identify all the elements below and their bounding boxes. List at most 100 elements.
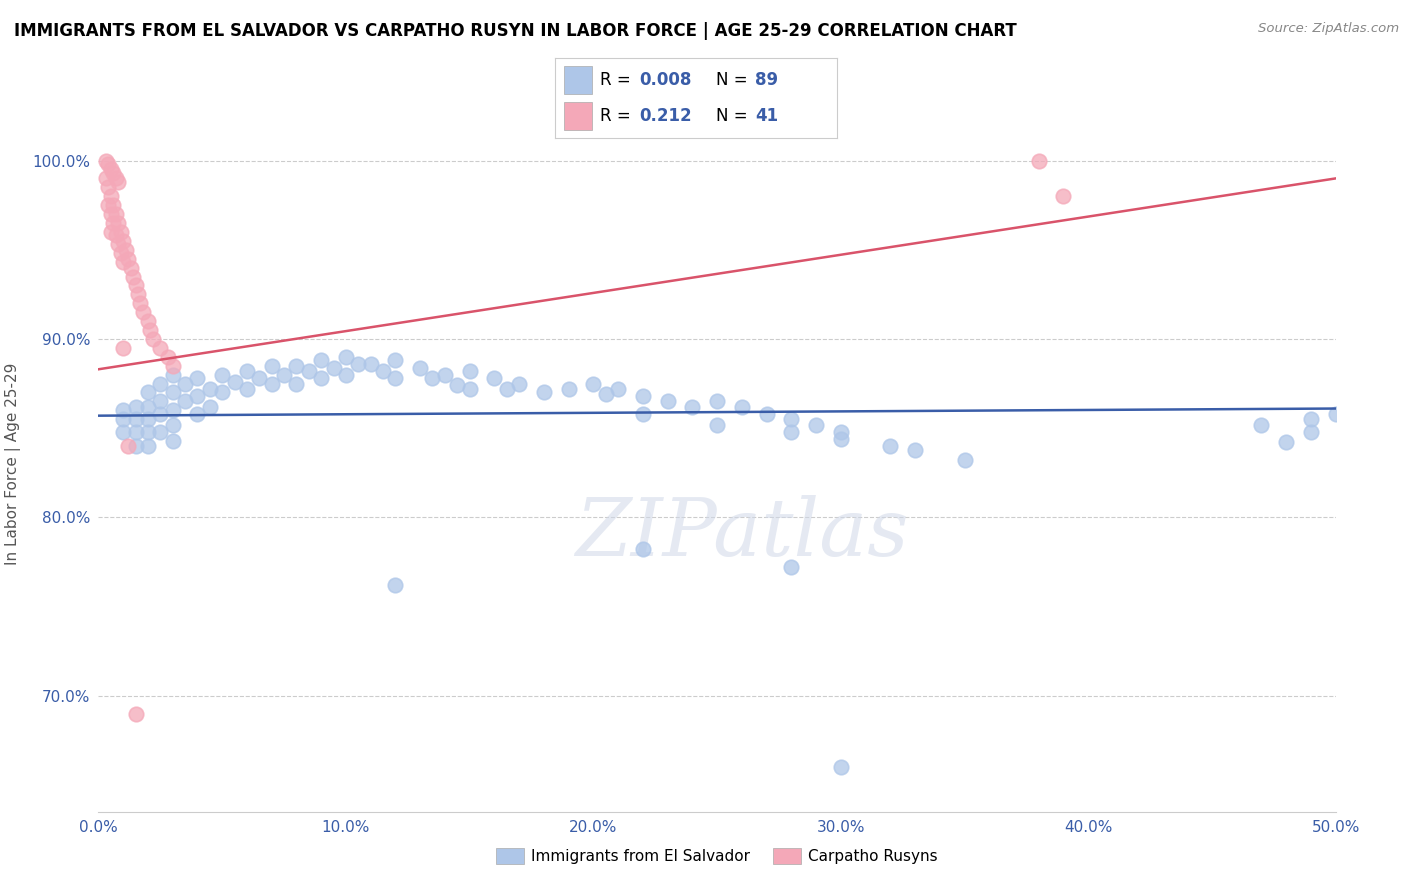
Text: Source: ZipAtlas.com: Source: ZipAtlas.com <box>1258 22 1399 36</box>
Point <box>198 382 221 396</box>
Point <box>97 198 120 212</box>
Point <box>124 439 146 453</box>
Point <box>97 157 120 171</box>
Point <box>142 332 165 346</box>
Point <box>780 560 803 574</box>
Point <box>110 225 132 239</box>
Point <box>298 364 321 378</box>
Point <box>1324 407 1347 421</box>
Point <box>830 760 852 774</box>
Point <box>384 371 406 385</box>
Point <box>94 153 117 168</box>
Point <box>103 166 125 180</box>
Point <box>112 412 135 426</box>
Point <box>731 400 754 414</box>
Point <box>247 371 270 385</box>
Point <box>595 387 617 401</box>
Text: 0.008: 0.008 <box>640 71 692 89</box>
Point <box>174 394 197 409</box>
Point <box>162 359 184 373</box>
Point <box>582 376 605 391</box>
Text: N =: N = <box>716 107 747 125</box>
Point <box>97 180 120 194</box>
Point <box>136 439 159 453</box>
Point <box>211 385 233 400</box>
Point <box>236 382 259 396</box>
Point <box>117 439 139 453</box>
Point <box>120 260 142 275</box>
Point <box>149 394 172 409</box>
Point <box>484 371 506 385</box>
Point <box>162 434 184 448</box>
Point <box>149 341 172 355</box>
Point <box>186 389 208 403</box>
Point <box>162 368 184 382</box>
Point <box>100 225 122 239</box>
Point <box>458 364 481 378</box>
Point <box>384 578 406 592</box>
Point <box>335 368 357 382</box>
Point <box>706 417 728 432</box>
Point <box>129 296 152 310</box>
Point <box>631 542 654 557</box>
Point <box>136 385 159 400</box>
Point <box>631 407 654 421</box>
Point <box>706 394 728 409</box>
Point <box>104 228 127 243</box>
Point <box>384 353 406 368</box>
Point <box>104 171 127 186</box>
Point <box>830 425 852 439</box>
Point <box>953 453 976 467</box>
Point <box>224 375 246 389</box>
Point <box>1299 412 1322 426</box>
Point <box>879 439 901 453</box>
Point <box>557 382 579 396</box>
Point <box>136 425 159 439</box>
Point <box>112 255 135 269</box>
Point <box>508 376 530 391</box>
Point <box>260 376 283 391</box>
Text: 0.212: 0.212 <box>640 107 692 125</box>
Text: R =: R = <box>600 107 631 125</box>
Point <box>211 368 233 382</box>
Point <box>347 357 370 371</box>
Point <box>309 371 332 385</box>
Bar <box>564 66 592 95</box>
Point <box>127 287 149 301</box>
Point <box>285 376 308 391</box>
Point <box>124 412 146 426</box>
Point <box>285 359 308 373</box>
Point <box>104 207 127 221</box>
Point <box>156 350 179 364</box>
Point <box>132 305 155 319</box>
Point <box>755 407 778 421</box>
Point <box>112 425 135 439</box>
Point <box>117 252 139 266</box>
Point <box>1028 153 1050 168</box>
Point <box>198 400 221 414</box>
Point <box>107 216 129 230</box>
Point <box>107 175 129 189</box>
Point <box>124 425 146 439</box>
Point <box>533 385 555 400</box>
Text: IMMIGRANTS FROM EL SALVADOR VS CARPATHO RUSYN IN LABOR FORCE | AGE 25-29 CORRELA: IMMIGRANTS FROM EL SALVADOR VS CARPATHO … <box>14 22 1017 40</box>
Point <box>100 207 122 221</box>
Text: N =: N = <box>716 71 747 89</box>
Point <box>174 376 197 391</box>
Point <box>409 360 432 375</box>
Point <box>904 442 927 457</box>
Point <box>122 269 145 284</box>
Point <box>124 278 146 293</box>
Point <box>162 417 184 432</box>
Point <box>149 425 172 439</box>
Text: 89: 89 <box>755 71 778 89</box>
Point <box>360 357 382 371</box>
Point <box>780 425 803 439</box>
Point <box>149 376 172 391</box>
Point <box>100 189 122 203</box>
Point <box>322 360 344 375</box>
Point <box>1275 435 1298 450</box>
Point <box>136 412 159 426</box>
Point <box>1052 189 1074 203</box>
Point <box>309 353 332 368</box>
